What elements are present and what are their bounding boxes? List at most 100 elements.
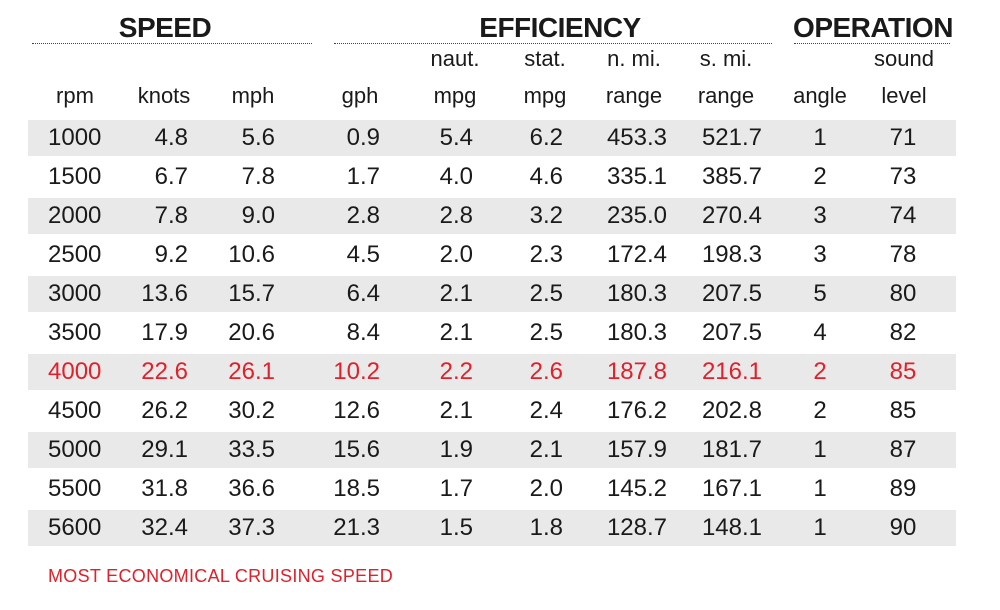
cell-nmi-range: 235.0 [606,202,667,229]
cell-smi-range: 148.1 [701,514,762,541]
cell-rpm: 1000 [48,124,102,151]
cell-sound-level: 87 [889,436,917,463]
header-mph: mph [231,83,275,108]
cell-gph: 6.4 [346,280,380,307]
table-row: 1500 6.7 7.8 1.7 4.0 4.6 335.1 385.7 2 73 [28,159,956,195]
cell-naut-mpg: 2.1 [439,280,473,307]
speed-group-rule [32,43,312,44]
cell-knots: 29.1 [141,436,188,463]
cell-angle: 2 [813,163,827,190]
cell-knots: 7.8 [154,202,188,229]
cell-smi-range: 270.4 [701,202,762,229]
cell-gph: 8.4 [346,319,380,346]
cell-naut-mpg: 2.0 [439,241,473,268]
cell-smi-range: 521.7 [701,124,762,151]
cell-knots: 9.2 [154,241,188,268]
cell-smi-range: 167.1 [701,475,762,502]
cell-knots: 17.9 [141,319,188,346]
cell-knots: 26.2 [141,397,188,424]
cell-sound-level: 71 [889,124,917,151]
cell-rpm: 2500 [48,241,102,268]
table-row: 5600 32.4 37.3 21.3 1.5 1.8 128.7 148.1 1 90 [28,510,956,546]
cell-mph: 33.5 [228,436,275,463]
cell-sound-level: 78 [889,241,917,268]
cell-gph: 0.9 [346,124,380,151]
cell-naut-mpg: 2.1 [439,397,473,424]
cell-angle: 5 [813,280,827,307]
cell-mph: 10.6 [228,241,275,268]
table-row: 3500 17.9 20.6 8.4 2.1 2.5 180.3 207.5 4 82 [28,315,956,351]
operation-group-title: OPERATION [793,12,953,43]
cell-nmi-range: 128.7 [606,514,667,541]
table-row: 5500 31.8 36.6 18.5 1.7 2.0 145.2 167.1 1 89 [28,471,956,507]
cell-mph: 9.0 [241,202,275,229]
cell-nmi-range: 145.2 [606,475,667,502]
cell-stat-mpg: 2.1 [529,436,563,463]
cell-stat-mpg: 2.0 [529,475,563,502]
cell-gph: 10.2 [333,358,380,385]
cell-mph: 20.6 [228,319,275,346]
cell-knots: 13.6 [141,280,188,307]
cell-angle: 1 [813,436,827,463]
cell-rpm: 3000 [48,280,102,307]
cell-nmi-range: 453.3 [606,124,667,151]
cell-smi-range: 207.5 [701,280,762,307]
header-naut-mpg: mpg [433,83,477,108]
cell-sound-level: 85 [889,397,917,424]
header-stat-mpg: mpg [523,83,567,108]
cell-knots: 32.4 [141,514,188,541]
cell-stat-mpg: 1.8 [529,514,563,541]
cell-rpm: 2000 [48,202,102,229]
cell-stat-mpg: 3.2 [529,202,563,229]
cell-naut-mpg: 4.0 [439,163,473,190]
cell-gph: 15.6 [333,436,380,463]
cell-knots: 4.8 [154,124,188,151]
header-smi-range-top: s. mi. [699,46,753,71]
cell-naut-mpg: 2.2 [439,358,473,385]
cell-smi-range: 198.3 [701,241,762,268]
table-row: 1000 4.8 5.6 0.9 5.4 6.2 453.3 521.7 1 71 [28,120,956,156]
cell-smi-range: 181.7 [701,436,762,463]
cell-mph: 30.2 [228,397,275,424]
efficiency-group-title: EFFICIENCY [479,12,641,43]
cell-stat-mpg: 6.2 [529,124,563,151]
cell-nmi-range: 157.9 [606,436,667,463]
cell-gph: 18.5 [333,475,380,502]
footnote: MOST ECONOMICAL CRUISING SPEED [48,566,394,586]
header-sound-level-top: sound [874,46,934,71]
cell-smi-range: 202.8 [701,397,762,424]
cell-naut-mpg: 2.8 [439,202,473,229]
cell-sound-level: 82 [889,319,917,346]
cell-naut-mpg: 1.5 [439,514,473,541]
cell-gph: 1.7 [346,163,380,190]
cell-sound-level: 80 [889,280,917,307]
cell-stat-mpg: 2.5 [529,319,563,346]
cell-naut-mpg: 1.9 [439,436,473,463]
cell-stat-mpg: 2.6 [529,358,563,385]
cell-naut-mpg: 5.4 [439,124,473,151]
cell-rpm: 4500 [48,397,102,424]
cell-rpm: 5500 [48,475,102,502]
cell-stat-mpg: 2.3 [529,241,563,268]
cell-sound-level: 85 [889,358,917,385]
cell-nmi-range: 172.4 [606,241,667,268]
cell-gph: 21.3 [333,514,380,541]
cell-smi-range: 216.1 [701,358,762,385]
header-angle: angle [793,83,847,108]
cell-gph: 4.5 [346,241,380,268]
cell-nmi-range: 335.1 [606,163,667,190]
cell-smi-range: 207.5 [701,319,762,346]
cell-knots: 6.7 [154,163,188,190]
cell-stat-mpg: 2.5 [529,280,563,307]
cell-sound-level: 89 [889,475,917,502]
header-smi-range: range [697,83,755,108]
header-naut-mpg-top: naut. [430,46,480,71]
table-row: 5000 29.1 33.5 15.6 1.9 2.1 157.9 181.7 1 87 [28,432,956,468]
cell-nmi-range: 180.3 [606,280,667,307]
cell-angle: 3 [813,202,827,229]
cell-mph: 15.7 [228,280,275,307]
cell-mph: 26.1 [228,358,275,385]
cell-stat-mpg: 4.6 [529,163,563,190]
header-stat-mpg-top: stat. [524,46,566,71]
cell-angle: 3 [813,241,827,268]
